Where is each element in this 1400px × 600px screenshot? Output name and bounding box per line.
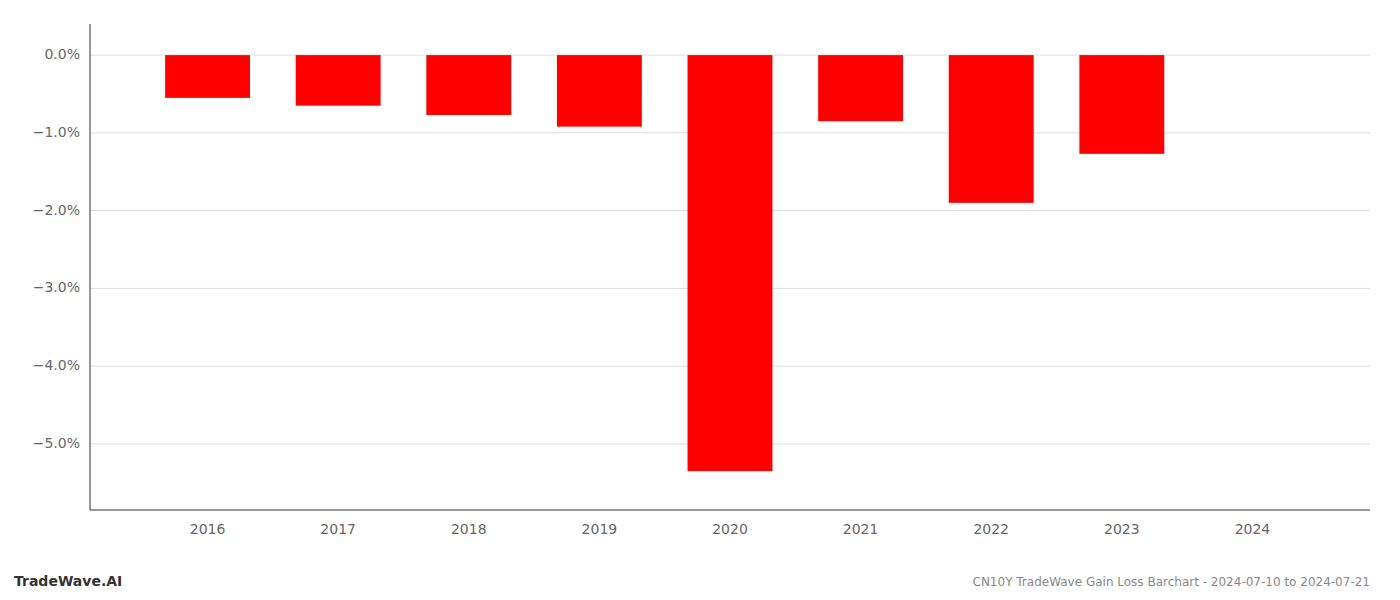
y-axis-line [90,24,91,510]
bars [165,55,1164,471]
x-tick-label: 2017 [320,521,356,537]
y-tick-label: −3.0% [33,279,80,295]
x-ticks: 2016 2017 2018 2019 2020 2021 2022 2023 2024 [190,521,1271,537]
x-tick-label: 2022 [973,521,1009,537]
x-tick-label: 2019 [582,521,618,537]
y-tick-label: 0.0% [44,46,80,62]
x-tick-label: 2024 [1235,521,1271,537]
y-tick-label: −4.0% [33,357,80,373]
y-ticks: 0.0% −1.0% −2.0% −3.0% −4.0% −5.0% [33,46,80,451]
title: CN10Y TradeWave Gain Loss Barchart - 202… [973,575,1370,589]
x-tick-label: 2018 [451,521,487,537]
y-tick-label: −2.0% [33,202,80,218]
bar [165,55,250,98]
x-tick-label: 2021 [843,521,879,537]
x-axis-line [90,510,1370,511]
bar [426,55,511,115]
bar [1079,55,1164,154]
bar [557,55,642,127]
bar [688,55,773,471]
watermark: TradeWave.AI [14,573,122,589]
bar [949,55,1034,203]
x-tick-label: 2016 [190,521,226,537]
bar [818,55,903,121]
bar [296,55,381,106]
y-tick-label: −1.0% [33,124,80,140]
chart: 0.0%−1.0%−2.0%−3.0%−4.0%−5.0%20162017201… [0,0,1400,600]
x-tick-label: 2020 [712,521,748,537]
x-tick-label: 2023 [1104,521,1140,537]
y-tick-label: −5.0% [33,435,80,451]
